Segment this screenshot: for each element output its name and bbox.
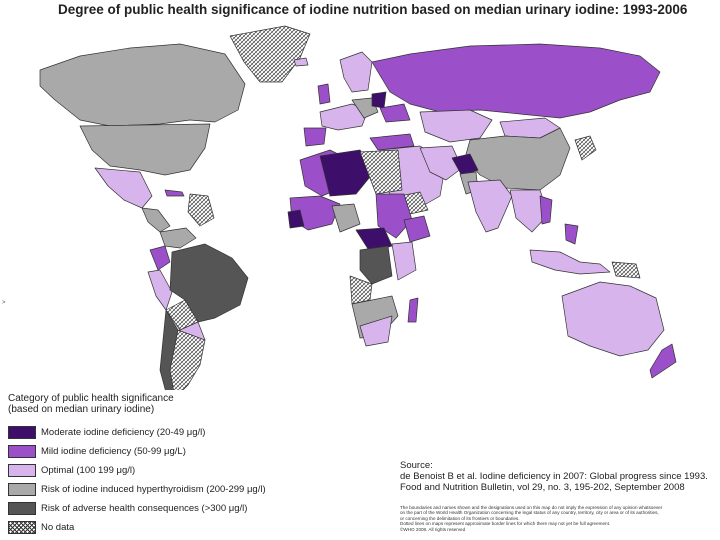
region-turkey [369,133,415,151]
region-greenland [229,25,311,83]
region-nigeria [331,203,361,233]
legend-label: Mild iodine deficiency (50-99 μg/L) [41,446,186,457]
region-algeria [319,149,375,197]
region-indonesia [529,249,611,275]
region-madagascar [407,297,419,323]
legend-label: No data [41,522,75,533]
region-canada [39,43,246,127]
region-central-europe [351,97,379,119]
region-scandinavia [339,51,373,93]
source-citation: Source: de Benoist B et al. Iodine defic… [400,460,715,493]
legend-item-mild: Mild iodine deficiency (50-99 μg/L) [8,442,328,461]
left-marker: > [2,300,6,306]
legend-item-moderate: Moderate iodine deficiency (20-49 μg/l) [8,423,328,442]
region-peru [147,269,173,311]
region-western-europe [319,103,369,131]
disclaimer-line: Dotted lines on maps represent approxima… [400,521,611,527]
region-korea-japan [574,135,597,161]
region-venezuela [159,227,197,249]
region-caribbean [164,189,185,197]
legend-title: Category of public health significance (… [8,393,174,415]
legend-label: Risk of adverse health consequences (>30… [41,503,248,514]
region-southeast-asia [509,189,549,233]
legend-item-optimal: Optimal (100 199 μg/l) [8,461,328,480]
disclaimer: The boundaries and names shown and the d… [400,505,715,532]
region-congo [359,245,393,285]
region-vietnam [539,195,553,225]
source-line: Food and Nutrition Bulletin, vol 29, no.… [400,482,685,493]
legend-swatch-risk-adverse [8,502,36,515]
region-russia [371,43,661,119]
region-ukraine [379,103,411,123]
map-title: Degree of public health significance of … [58,2,688,17]
region-argentina [169,329,206,390]
region-iceland [293,57,309,67]
region-colombia [149,245,171,271]
legend-item-no-data: No data [8,518,328,537]
legend-swatch-no-data [8,521,36,534]
legend-label: Risk of iodine induced hyperthyroidism (… [41,484,266,495]
region-angola [349,275,373,305]
legend-item-risk-adverse: Risk of adverse health consequences (>30… [8,499,328,518]
legend-swatch-moderate [8,426,36,439]
region-ethiopia [403,215,431,243]
legend-label: Optimal (100 199 μg/l) [41,465,136,476]
legend-swatch-risk-induced [8,483,36,496]
region-afghanistan [451,153,479,177]
legend-label: Moderate iodine deficiency (20-49 μg/l) [41,427,206,438]
region-mexico [94,167,153,209]
region-kazakhstan [419,109,493,143]
legend-swatch-mild [8,445,36,458]
world-map [39,25,677,390]
region-iran [419,145,463,181]
legend: Category of public health significance (… [8,393,328,537]
region-new-zealand [649,343,677,379]
disclaimer-line: The boundaries and names shown and the d… [400,505,663,510]
region-libya-egypt [359,149,403,195]
region-central-america [141,207,171,233]
region-philippines [564,223,579,245]
disclaimer-line: or concerning the delimitation of its fr… [400,515,520,521]
region-baltic [371,91,387,109]
source-heading: Source: [400,460,433,471]
region-papua [611,261,641,279]
region-east-africa [391,241,417,281]
legend-item-risk-induced: Risk of iodine induced hyperthyroidism (… [8,480,328,499]
source-line: de Benoist B et al. Iodine deficiency in… [400,471,708,482]
copyright: ©WHO 2008. All rights reserved [400,526,466,532]
legend-swatch-optimal [8,464,36,477]
region-uk [317,83,331,105]
region-india [467,179,513,233]
region-west-africa-moderate [287,209,305,229]
region-brazil [169,243,249,323]
region-caribbean-nodata [187,193,215,227]
region-south-africa [359,315,393,347]
region-australia [561,281,665,357]
region-iberia [303,127,327,147]
region-sudan [375,193,413,239]
region-usa [79,123,211,176]
disclaimer-line: on the part of the World Health Organiza… [400,510,659,516]
